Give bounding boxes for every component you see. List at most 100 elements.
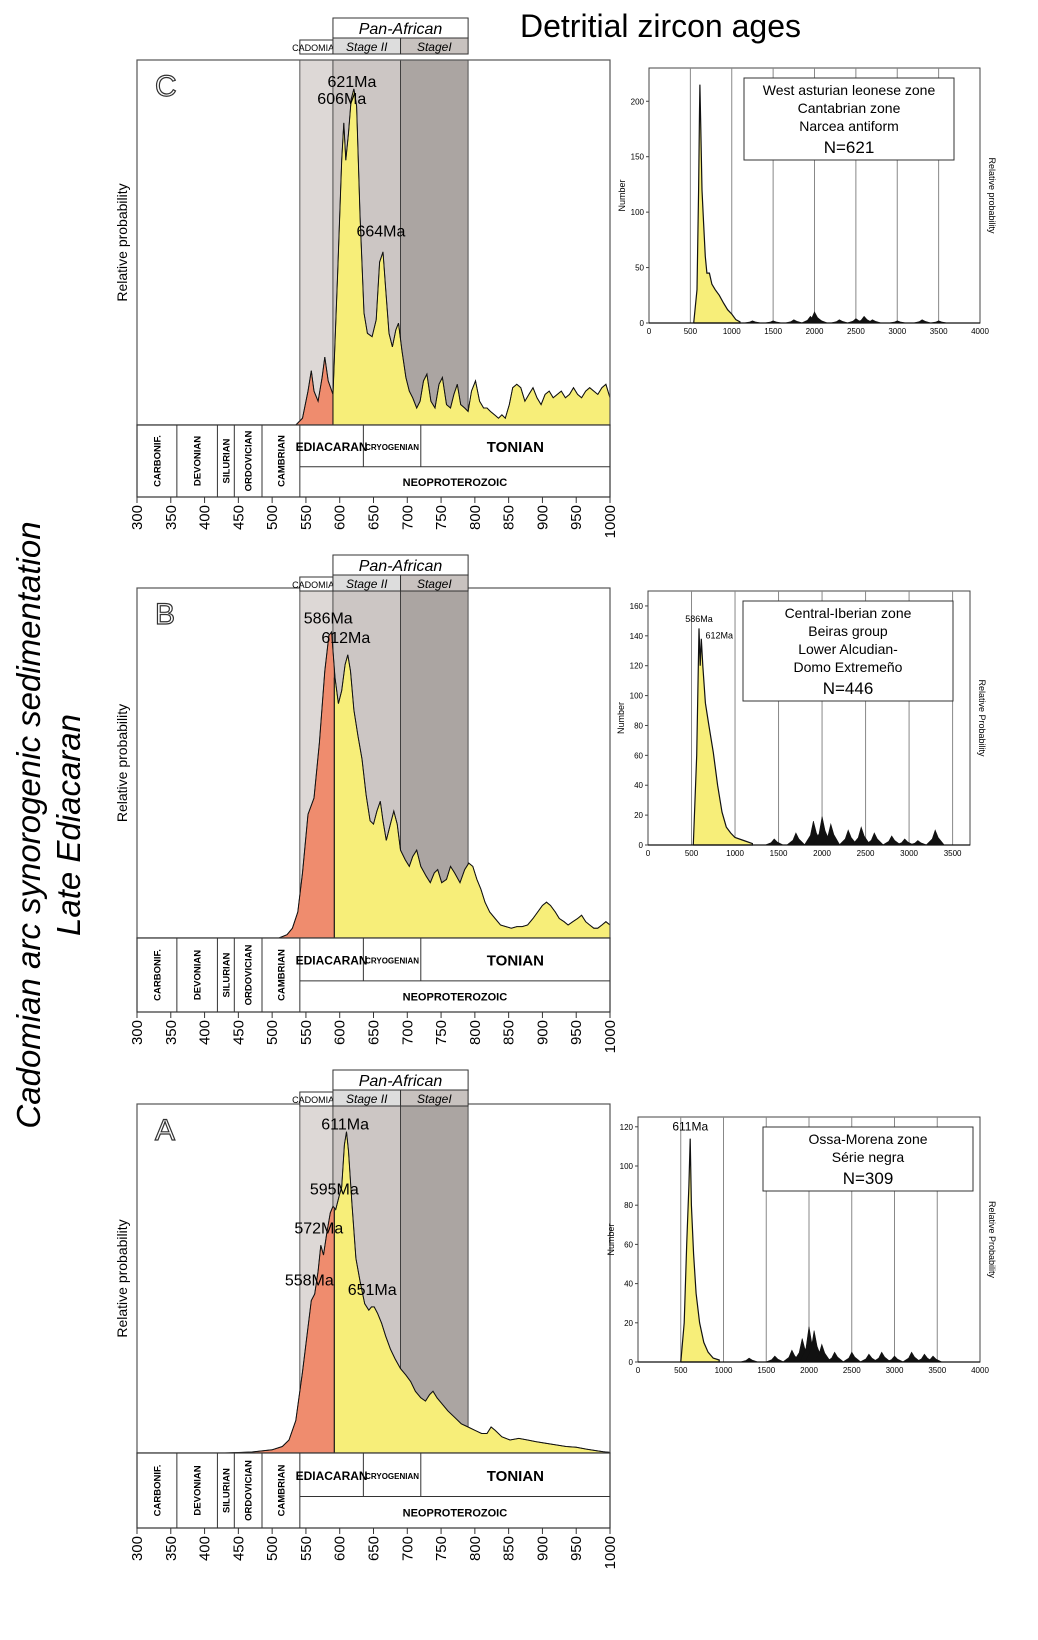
cadomian-band [299, 59, 334, 426]
period-label: CAMBRIAN [276, 435, 287, 487]
x-tick-label: 750 [433, 1020, 450, 1045]
inset-x-tick-label: 3000 [888, 327, 906, 336]
inset-y-tick-label: 0 [640, 319, 645, 328]
peak-label: 611Ma [321, 1117, 369, 1134]
inset-x-tick-label: 1000 [723, 327, 741, 336]
inset-n-label: N=309 [843, 1169, 894, 1188]
inset-y-tick-label: 20 [634, 811, 643, 820]
inset-y-tick-label: 140 [630, 632, 644, 641]
inset-x-tick-label: 1000 [715, 1366, 733, 1375]
panel-letter: A [155, 1114, 175, 1147]
x-tick-label: 550 [298, 1020, 315, 1045]
inset-x-tick-label: 2000 [800, 1366, 818, 1375]
panel-letter: B [155, 598, 175, 631]
period-label: CARBONIF. [152, 435, 163, 487]
y-axis-label: Relative probability [114, 704, 130, 822]
x-tick-label: 650 [366, 1536, 383, 1561]
x-tick-label: 300 [129, 1020, 146, 1045]
inset-x-tick-label: 0 [636, 1366, 641, 1375]
period-label: SILURIAN [221, 952, 232, 997]
panel-A: A Relative probability 611Ma 595Ma 572Ma 558M… [114, 1069, 997, 1569]
period-label: SILURIAN [221, 1468, 232, 1513]
x-tick-label: 300 [129, 505, 146, 530]
inset-y-tick-label: 0 [629, 1358, 634, 1367]
ediacaran-label: EDIACARAN [296, 440, 368, 454]
cadomian-label: CADOMIAN [292, 580, 341, 590]
x-tick-label: 600 [332, 1020, 349, 1045]
inset-x-tick-label: 500 [684, 327, 698, 336]
inset-y-tick-label: 60 [634, 751, 643, 760]
inset-x-tick-label: 0 [646, 849, 651, 858]
page-title: Detritial zircon ages [520, 8, 801, 44]
x-tick-label: 350 [163, 1536, 180, 1561]
inset-y-tick-label: 40 [634, 781, 643, 790]
inset-y-tick-label: 80 [634, 721, 643, 730]
neoproterozoic-label: NEOPROTEROZOIC [403, 991, 508, 1003]
pan-african-label: Pan-African [359, 558, 443, 575]
inset-y-label-right: Relative Probability [977, 679, 987, 757]
inset-legend-line: West asturian leonese zone [763, 82, 936, 98]
cryogenian-label: CRYOGENIAN [365, 1472, 419, 1481]
x-tick-label: 900 [534, 505, 551, 530]
inset-x-tick-label: 3500 [928, 1366, 946, 1375]
inset-x-tick-label: 1000 [726, 849, 744, 858]
stage1-box [400, 1089, 469, 1107]
inset-y-tick-label: 50 [635, 264, 644, 273]
inset-A: 0 500 1000 1500 2000 2500 3000 3500 4000 0 20 40 60 8… [606, 1116, 997, 1375]
period-label: DEVONIAN [193, 436, 204, 486]
period-label: ORDOVICIAN [244, 431, 255, 492]
inset-n-label: N=446 [823, 679, 874, 698]
curve-line [224, 1131, 611, 1454]
neoproterozoic-label: NEOPROTEROZOIC [403, 1507, 508, 1519]
inset-x-tick-label: 1500 [764, 327, 782, 336]
inset-y-tick-label: 40 [624, 1280, 633, 1289]
period-label: DEVONIAN [193, 950, 204, 1000]
inset-peak-label: 612Ma [705, 630, 733, 640]
ediacaran-label: EDIACARAN [296, 953, 368, 967]
inset-y-tick-label: 150 [631, 153, 645, 162]
inset-legend-line: Narcea antiform [799, 118, 899, 134]
inset-y-label-right: Relative Probability [987, 1201, 997, 1279]
pan-african-label: Pan-African [359, 1073, 443, 1090]
inset-legend-box [743, 77, 955, 161]
inset-y-tick-label: 80 [624, 1201, 633, 1210]
inset-y-tick-label: 60 [624, 1240, 633, 1249]
x-tick-label: 850 [501, 505, 518, 530]
x-tick-label: 350 [163, 1020, 180, 1045]
inset-y-label-right: Relative probability [987, 157, 997, 234]
x-tick-label: 1000 [602, 1536, 619, 1569]
y-axis-label: Relative probability [114, 1219, 130, 1337]
period-label: CARBONIF. [152, 949, 163, 1001]
inset-peak-label: 611Ma [672, 1120, 708, 1134]
stage2-label: Stage II [346, 577, 388, 591]
stage1-label: StageI [417, 577, 452, 591]
x-tick-label: 400 [197, 505, 214, 530]
side-title-line2: Late Ediacaran [50, 714, 87, 936]
period-label: CAMBRIAN [276, 1465, 287, 1517]
x-tick-label: 600 [332, 1536, 349, 1561]
inset-y-tick-label: 120 [620, 1123, 634, 1132]
inset-y-tick-label: 20 [624, 1319, 633, 1328]
inset-legend-line: Ossa-Morena zone [808, 1131, 927, 1147]
strat-table [136, 937, 611, 1013]
x-tick-label: 750 [433, 505, 450, 530]
inset-peak-label: 586Ma [685, 614, 713, 624]
stage1-label: StageI [417, 40, 452, 54]
inset-y-tick-label: 100 [631, 208, 645, 217]
inset-y-tick-label: 100 [630, 692, 644, 701]
inset-y-label: Number [616, 702, 626, 734]
strat-table [136, 1452, 611, 1529]
x-tick-label: 300 [129, 1536, 146, 1561]
peak-label: 586Ma [304, 611, 353, 628]
pan-african-label: Pan-African [359, 21, 443, 38]
inset-legend-line: Série negra [832, 1149, 905, 1165]
inset-legend-box [742, 600, 954, 702]
panel-letter: C [155, 70, 177, 103]
curve-line [278, 630, 611, 939]
cryogenian-label: CRYOGENIAN [365, 956, 419, 965]
inset-x-tick-label: 2500 [843, 1366, 861, 1375]
inset-histogram-young [692, 628, 754, 846]
peak-label: 595Ma [310, 1182, 359, 1199]
